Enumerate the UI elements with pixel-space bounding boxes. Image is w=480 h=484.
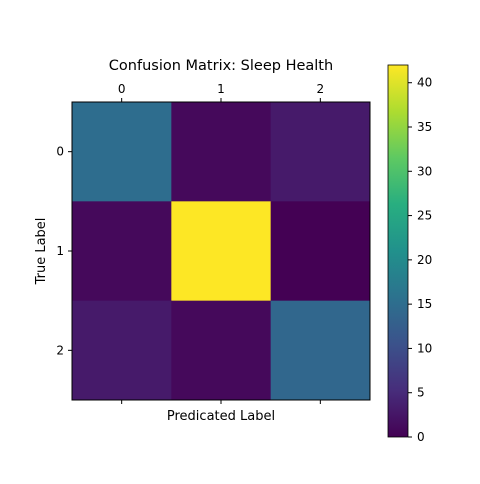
colorbar-tick-label: 40 — [417, 76, 432, 90]
colorbar — [387, 64, 409, 438]
colorbar-tick-label: 5 — [417, 386, 425, 400]
x-tick-label: 1 — [217, 82, 225, 96]
heatmap-cell-0-0 — [72, 102, 172, 202]
colorbar-tick-label: 10 — [417, 341, 432, 355]
colorbar-tick-label: 30 — [417, 164, 432, 178]
colorbar-ticks: 0 5 10 15 20 25 30 35 40 — [408, 76, 432, 444]
x-axis-label: Predicated Label — [167, 409, 275, 424]
y-tick-label: 2 — [56, 343, 64, 357]
colorbar-tick-label: 0 — [417, 430, 425, 444]
colorbar-tick-label: 15 — [417, 297, 432, 311]
heatmap-cell-2-1 — [171, 300, 272, 401]
heatmap-cell-2-0 — [72, 300, 172, 401]
colorbar-tick-label: 35 — [417, 120, 432, 134]
heatmap-cell-2-2 — [270, 300, 371, 401]
y-tick-label: 1 — [56, 244, 64, 258]
heatmap-cell-1-1 — [171, 201, 272, 302]
x-axis-ticks: 0 1 2 — [118, 82, 324, 404]
x-tick-label: 0 — [118, 82, 126, 96]
heatmap-cell-1-0 — [72, 201, 172, 302]
chart-title: Confusion Matrix: Sleep Health — [109, 58, 333, 74]
y-axis-ticks: 0 1 2 — [56, 145, 72, 357]
colorbar-tick-label: 25 — [417, 209, 432, 223]
y-tick-label: 0 — [56, 145, 64, 159]
colorbar-tick-label: 20 — [417, 253, 432, 267]
heatmap-cell-0-1 — [171, 102, 272, 202]
heatmap-cell-0-2 — [270, 102, 371, 202]
heatmap-cells — [72, 102, 371, 401]
y-axis-label: True Label — [34, 218, 49, 286]
heatmap-cell-1-2 — [270, 201, 371, 302]
x-tick-label: 2 — [317, 82, 325, 96]
